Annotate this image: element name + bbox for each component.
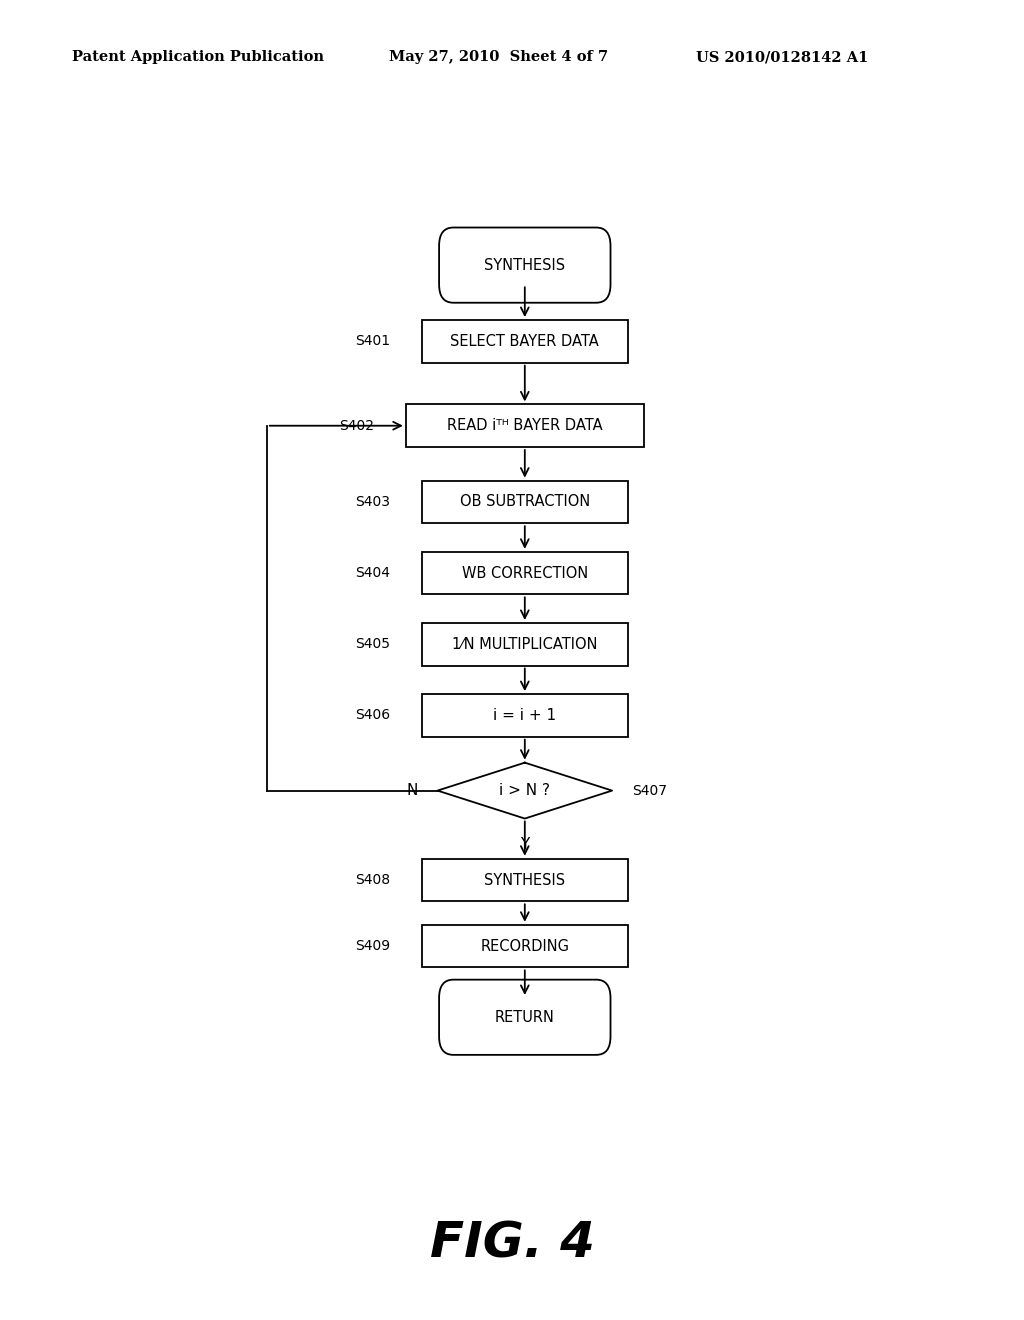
FancyBboxPatch shape [422, 319, 628, 363]
Text: SYNTHESIS: SYNTHESIS [484, 257, 565, 273]
Text: i > N ?: i > N ? [500, 783, 550, 799]
Text: S409: S409 [354, 939, 390, 953]
Text: S403: S403 [355, 495, 390, 510]
Text: READ iᵀᴴ BAYER DATA: READ iᵀᴴ BAYER DATA [447, 418, 602, 433]
FancyBboxPatch shape [406, 404, 644, 447]
Text: US 2010/0128142 A1: US 2010/0128142 A1 [696, 50, 868, 65]
Text: May 27, 2010  Sheet 4 of 7: May 27, 2010 Sheet 4 of 7 [389, 50, 608, 65]
Text: S402: S402 [339, 418, 374, 433]
Text: RETURN: RETURN [495, 1010, 555, 1024]
Text: SYNTHESIS: SYNTHESIS [484, 873, 565, 887]
FancyBboxPatch shape [422, 623, 628, 665]
FancyBboxPatch shape [422, 859, 628, 902]
Text: 1⁄N MULTIPLICATION: 1⁄N MULTIPLICATION [452, 636, 598, 652]
Text: i = i + 1: i = i + 1 [494, 708, 556, 723]
Text: N: N [407, 783, 418, 799]
Text: S407: S407 [632, 784, 667, 797]
Text: S406: S406 [354, 709, 390, 722]
Text: RECORDING: RECORDING [480, 939, 569, 953]
Text: SELECT BAYER DATA: SELECT BAYER DATA [451, 334, 599, 348]
FancyBboxPatch shape [422, 925, 628, 968]
FancyBboxPatch shape [422, 694, 628, 737]
Text: S404: S404 [355, 566, 390, 579]
FancyBboxPatch shape [439, 979, 610, 1055]
Text: Patent Application Publication: Patent Application Publication [72, 50, 324, 65]
FancyBboxPatch shape [422, 480, 628, 523]
FancyBboxPatch shape [422, 552, 628, 594]
Text: FIG. 4: FIG. 4 [429, 1220, 595, 1267]
Text: Y: Y [520, 837, 529, 851]
Text: S405: S405 [355, 638, 390, 651]
Text: OB SUBTRACTION: OB SUBTRACTION [460, 495, 590, 510]
Text: WB CORRECTION: WB CORRECTION [462, 565, 588, 581]
Text: S408: S408 [354, 873, 390, 887]
FancyBboxPatch shape [439, 227, 610, 302]
Text: S401: S401 [354, 334, 390, 348]
